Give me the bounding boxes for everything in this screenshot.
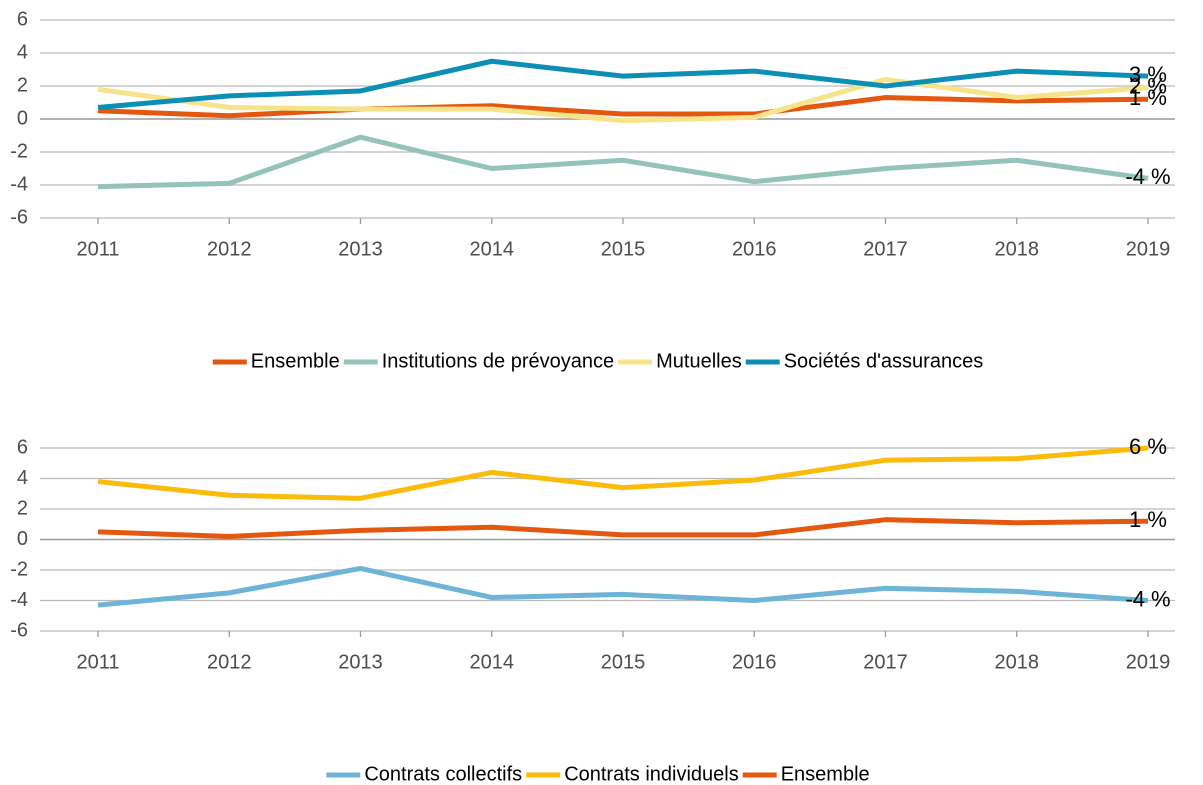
y-tick-label: -2 (10, 558, 28, 580)
x-tick-label: 2013 (338, 238, 383, 260)
x-tick-label: 2016 (732, 238, 777, 260)
legend-label: Mutuelles (656, 350, 742, 372)
x-tick-label: 2017 (863, 651, 908, 673)
y-tick-label: 6 (17, 436, 28, 458)
series-line (97, 134, 1149, 190)
x-tick-label: 2015 (601, 651, 646, 673)
value-label: -4 % (1125, 586, 1170, 611)
x-tick-label: 2015 (601, 238, 646, 260)
y-tick-label: 0 (17, 107, 28, 129)
y-tick-label: -6 (10, 619, 28, 641)
x-tick-label: 2014 (470, 238, 515, 260)
x-tick-label: 2019 (1126, 238, 1171, 260)
value-label: 2 % (1129, 73, 1167, 98)
value-label: 3 % (1129, 62, 1167, 87)
x-tick-label: 2016 (732, 651, 777, 673)
series-line (97, 517, 1149, 539)
x-tick-label: 2011 (76, 238, 119, 260)
legend-label: Ensemble (251, 350, 340, 372)
y-tick-label: 6 (17, 8, 28, 30)
y-tick-label: -2 (10, 140, 28, 162)
x-tick-label: 2014 (470, 651, 515, 673)
y-tick-label: 2 (17, 74, 28, 96)
legend-label: Contrats individuels (564, 763, 739, 785)
x-tick-label: 2013 (338, 651, 383, 673)
value-label: -4 % (1125, 164, 1170, 189)
x-tick-label: 2012 (207, 238, 252, 260)
y-tick-label: 2 (17, 497, 28, 519)
y-tick-label: 4 (17, 467, 28, 489)
legend-label: Sociétés d'assurances (784, 350, 983, 372)
series-line (97, 445, 1149, 501)
x-tick-label: 2018 (995, 651, 1040, 673)
series-line (97, 76, 1149, 124)
x-tick-label: 2017 (863, 238, 908, 260)
series-line (97, 95, 1149, 119)
series-line (97, 58, 1149, 110)
y-tick-label: -4 (10, 173, 28, 195)
y-tick-label: -4 (10, 589, 28, 611)
y-tick-label: 0 (17, 528, 28, 550)
x-tick-label: 2011 (76, 651, 119, 673)
y-tick-label: -6 (10, 206, 28, 228)
x-tick-label: 2019 (1126, 651, 1171, 673)
value-label: 6 % (1129, 434, 1167, 459)
value-label: 1 % (1129, 507, 1167, 532)
x-tick-label: 2012 (207, 651, 252, 673)
legend-label: Ensemble (781, 763, 870, 785)
y-tick-label: 4 (17, 41, 28, 63)
legend-label: Institutions de prévoyance (382, 350, 614, 372)
series-line (97, 565, 1149, 608)
x-tick-label: 2018 (995, 238, 1040, 260)
value-label: 1 % (1129, 85, 1167, 110)
legend-label: Contrats collectifs (364, 763, 522, 785)
